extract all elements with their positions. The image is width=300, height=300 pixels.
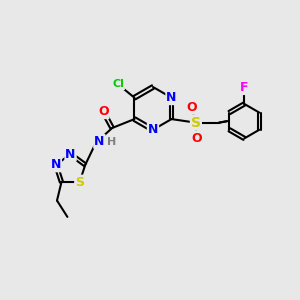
Text: N: N bbox=[51, 158, 61, 171]
Text: O: O bbox=[191, 132, 202, 145]
Text: Cl: Cl bbox=[112, 79, 124, 89]
Text: O: O bbox=[98, 105, 109, 118]
Text: O: O bbox=[186, 101, 197, 114]
Text: N: N bbox=[65, 148, 76, 161]
Text: H: H bbox=[106, 137, 116, 147]
Text: F: F bbox=[240, 81, 249, 94]
Text: N: N bbox=[166, 91, 177, 104]
Text: S: S bbox=[191, 116, 201, 130]
Text: N: N bbox=[148, 123, 158, 136]
Text: S: S bbox=[75, 176, 84, 189]
Text: N: N bbox=[94, 135, 105, 148]
